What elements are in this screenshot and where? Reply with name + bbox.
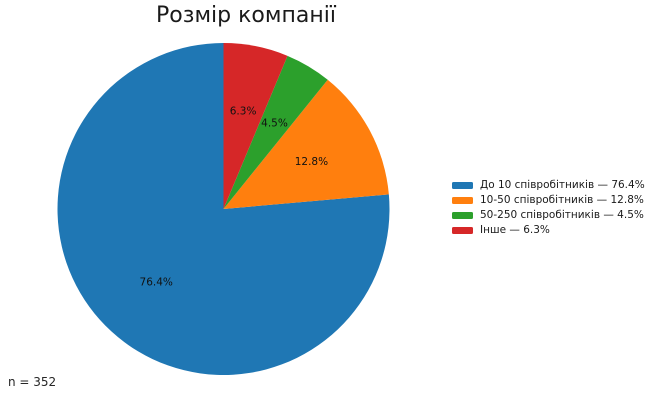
legend-item-3: Інше — 6.3% [452, 223, 645, 238]
legend-swatch-3 [452, 227, 473, 234]
legend-item-2: 50-250 співробітників — 4.5% [452, 208, 645, 223]
legend: До 10 співробітників — 76.4% 10-50 співро… [452, 178, 645, 238]
legend-swatch-1 [452, 197, 473, 204]
pie-slice-2 [223, 55, 328, 210]
legend-item-1: 10-50 співробітників — 12.8% [452, 193, 645, 208]
slice-label-2: 4.5% [261, 117, 288, 129]
pie-slice-0 [57, 43, 390, 375]
slice-label-0: 76.4% [140, 277, 173, 289]
slice-label-1: 12.8% [295, 156, 328, 168]
legend-label-1: 10-50 співробітників — 12.8% [480, 194, 644, 206]
legend-label-0: До 10 співробітників — 76.4% [480, 179, 645, 191]
pie-slice-3 [223, 43, 288, 209]
legend-label-2: 50-250 співробітників — 4.5% [480, 209, 644, 221]
pie-slice-1 [223, 79, 389, 209]
legend-swatch-2 [452, 212, 473, 219]
legend-label-3: Інше — 6.3% [480, 224, 550, 236]
legend-item-0: До 10 співробітників — 76.4% [452, 178, 645, 193]
slice-label-3: 6.3% [230, 105, 257, 117]
chart-title: Розмір компанії [156, 3, 336, 28]
sample-size-note: n = 352 [8, 375, 57, 389]
legend-swatch-0 [452, 182, 473, 189]
